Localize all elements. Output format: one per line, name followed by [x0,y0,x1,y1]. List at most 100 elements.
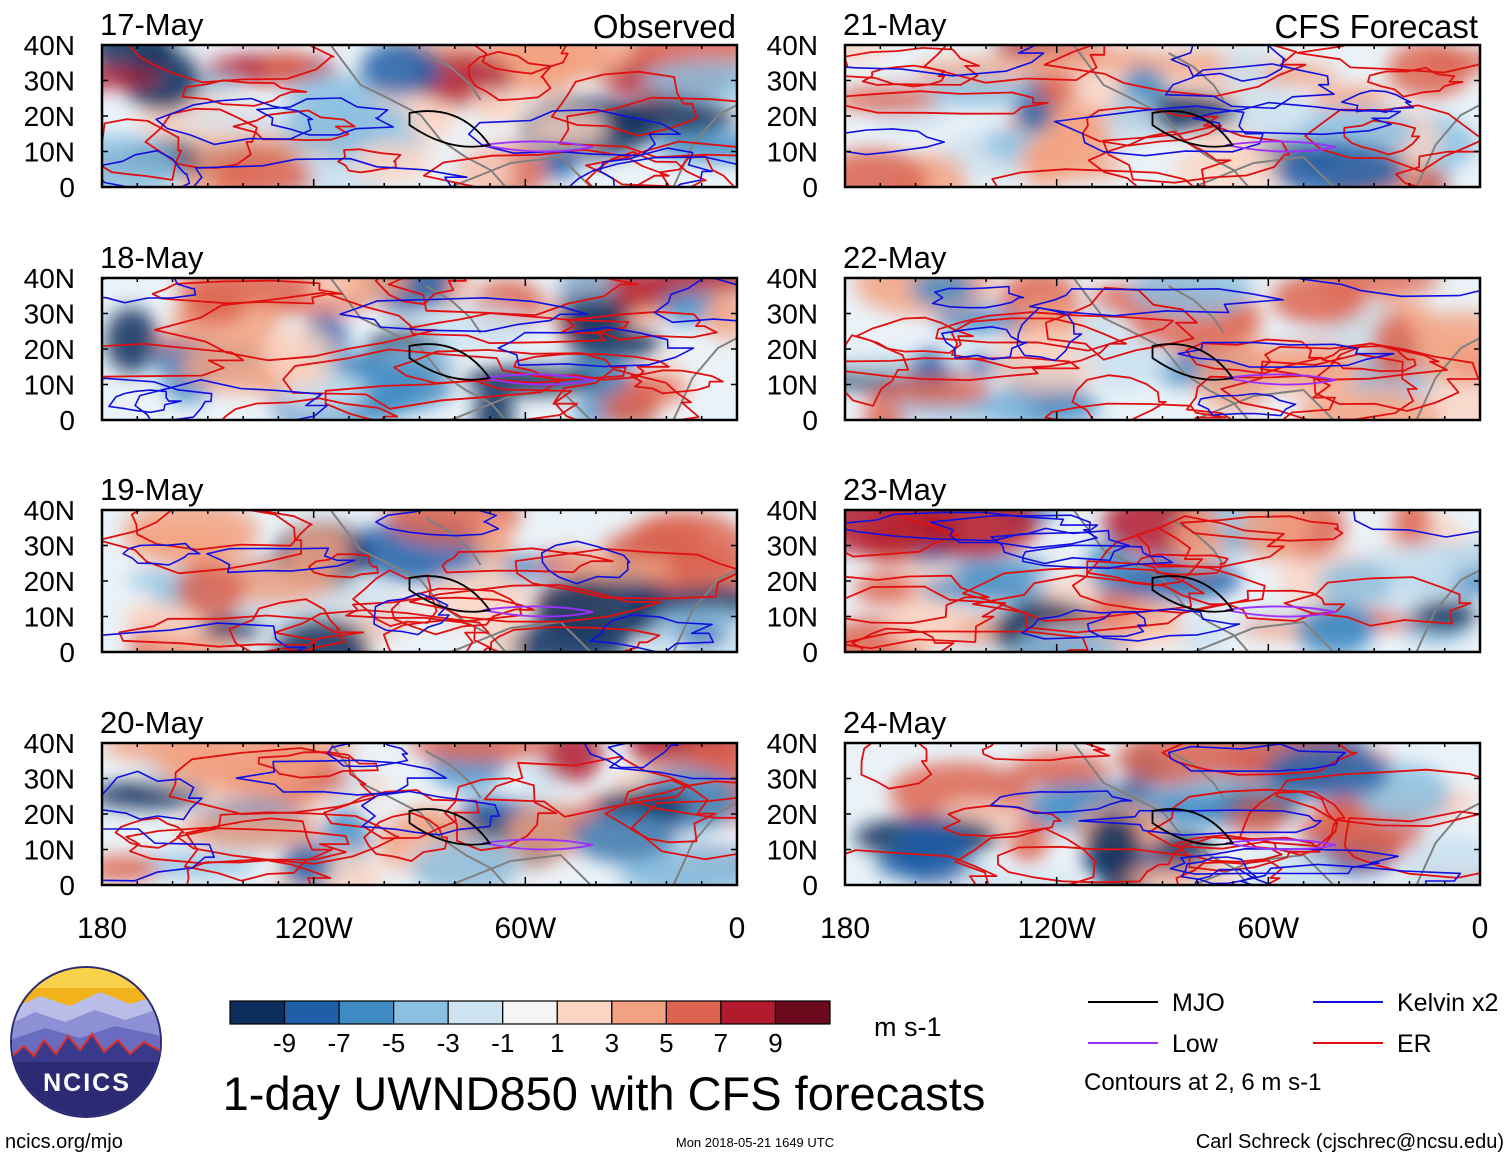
x-tick-label: 0 [729,912,746,945]
colorbar-bin [338,1000,395,1025]
colorbar-tick-label: 9 [768,1028,782,1058]
y-tick-label: 10N [767,835,818,866]
y-tick-label: 0 [802,637,818,668]
site-url: ncics.org/mjo [5,1131,123,1153]
colorbar-bin [774,1000,831,1025]
colorbar-bin [665,1000,722,1025]
colorbar-bin [556,1000,613,1025]
colorbar-bin [611,1000,667,1025]
y-tick-label: 20N [767,334,818,365]
y-tick-label: 40N [24,263,75,294]
legend: MJO Kelvin x2 Low ER [1088,989,1498,1058]
panel-date: 22-May [843,240,947,275]
y-tick-label: 40N [767,30,818,61]
y-tick-label: 40N [24,30,75,61]
colorbar-tick-label: 5 [659,1028,673,1058]
chart-title: 1-day UWND850 with CFS forecasts [223,1067,986,1120]
colorbar-bin [283,1000,340,1025]
contour-note: Contours at 2, 6 m s-1 [1084,1069,1321,1096]
y-tick-label: 0 [59,172,75,203]
panel-date: 17-May [100,7,204,42]
y-tick-label: 40N [24,495,75,526]
y-tick-label: 30N [24,299,75,330]
x-tick-label: 180 [77,912,127,945]
map-panel [100,741,739,887]
y-tick-label: 30N [24,764,75,795]
y-tick-label: 10N [767,370,818,401]
y-tick-label: 0 [59,405,75,436]
panel-date: 24-May [843,705,947,740]
map-panel [843,508,1482,654]
map-panel [100,43,739,189]
observed-label: Observed [593,8,736,45]
y-tick-label: 20N [24,799,75,830]
axis-labels: 17-May 40N 30N 20N 10N 0 18-May 40N 30N 20N 10N 0 19… [24,7,1489,945]
y-tick-label: 10N [24,137,75,168]
y-tick-label: 0 [802,405,818,436]
map-panel [100,276,739,422]
y-tick-label: 30N [767,66,818,97]
colorbar-tick-label: 3 [605,1028,619,1058]
y-tick-label: 10N [767,137,818,168]
y-tick-label: 40N [767,495,818,526]
legend-label: Kelvin x2 [1397,989,1498,1017]
panel-date: 20-May [100,705,204,740]
colorbar-tick-label: -7 [328,1028,351,1058]
x-tick-label: 120W [274,912,353,945]
cfs-forecast-label: CFS Forecast [1274,8,1478,45]
x-tick-label: 0 [1472,912,1489,945]
colorbar-tick-label: -3 [437,1028,460,1058]
panel-date: 23-May [843,472,947,507]
y-tick-label: 20N [24,566,75,597]
x-tick-label: 60W [494,912,556,945]
legend-label: Low [1172,1030,1219,1058]
y-tick-label: 20N [24,334,75,365]
y-tick-label: 0 [802,172,818,203]
panel-date: 21-May [843,7,947,42]
y-tick-label: 10N [24,370,75,401]
map-panel [843,43,1482,189]
y-tick-label: 30N [767,299,818,330]
y-tick-label: 10N [24,602,75,633]
y-tick-label: 40N [24,728,75,759]
y-tick-label: 30N [767,531,818,562]
y-tick-label: 20N [767,101,818,132]
panel-date: 19-May [100,472,204,507]
y-tick-label: 30N [767,764,818,795]
ncics-logo-text: NCICS [43,1069,131,1097]
panels [100,43,1482,887]
colorbar-tick-label: 1 [550,1028,564,1058]
author: Carl Schreck (cjschrec@ncsu.edu) [1196,1131,1504,1153]
y-tick-label: 30N [24,531,75,562]
colorbar-tick-label: -9 [273,1028,296,1058]
y-tick-label: 20N [767,799,818,830]
y-tick-label: 10N [24,835,75,866]
legend-label: ER [1397,1030,1432,1058]
y-tick-label: 0 [59,870,75,901]
colorbar-tick-label: 7 [714,1028,728,1058]
x-tick-label: 180 [820,912,870,945]
colorbar-bin [502,1000,558,1025]
colorbar-units: m s-1 [874,1012,942,1042]
y-tick-label: 10N [767,602,818,633]
colorbar-bin [393,1000,449,1025]
colorbar-tick-label: -1 [491,1028,514,1058]
colorbar-tick-label: -5 [382,1028,405,1058]
legend-label: MJO [1172,989,1225,1017]
x-tick-label: 120W [1017,912,1096,945]
map-panel [843,276,1482,422]
colorbar: -9 -7 -5 -3 -1 1 3 5 7 9 [229,1000,831,1058]
map-panel [100,508,739,654]
x-tick-label: 60W [1237,912,1299,945]
ncics-logo: NCICS [10,966,162,1118]
y-tick-label: 0 [802,870,818,901]
y-tick-label: 0 [59,637,75,668]
colorbar-bin [720,1000,777,1025]
y-tick-label: 30N [24,66,75,97]
panel-date: 18-May [100,240,204,275]
map-panel [843,741,1482,887]
y-tick-label: 40N [767,728,818,759]
colorbar-bin [229,1000,286,1025]
y-tick-label: 20N [24,101,75,132]
